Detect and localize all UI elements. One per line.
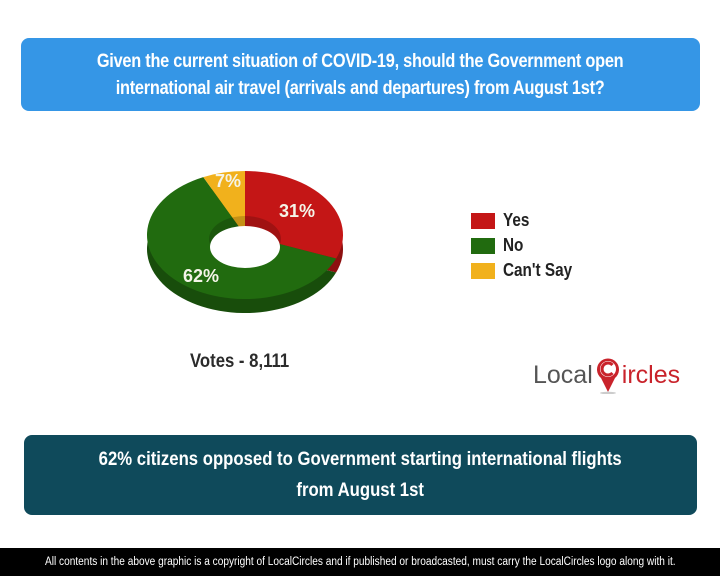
legend-item-no: No xyxy=(471,233,584,258)
slice-label-no: 62% xyxy=(183,266,219,286)
question-line-2: international air travel (arrivals and d… xyxy=(116,77,605,99)
legend-item-yes: Yes xyxy=(471,208,584,233)
copyright-text: All contents in the above graphic is a c… xyxy=(44,556,676,568)
question-banner: Given the current situation of COVID-19,… xyxy=(21,38,700,111)
legend-swatch-yes xyxy=(471,212,495,229)
slice-label-can-t-say: 7% xyxy=(215,171,241,191)
summary-line-2: from August 1st xyxy=(296,480,425,501)
chart-legend: Yes No Can't Say xyxy=(471,208,584,283)
donut-chart: 31% 62% 7% xyxy=(130,160,370,330)
question-line-1: Given the current situation of COVID-19,… xyxy=(97,50,624,72)
summary-banner: 62% citizens opposed to Government start… xyxy=(24,435,697,515)
legend-label-cant-say: Can't Say xyxy=(503,260,573,280)
localcircles-logo: Local ircles xyxy=(533,356,680,394)
summary-text: 62% citizens opposed to Government start… xyxy=(99,444,622,506)
legend-label-yes: Yes xyxy=(503,210,530,230)
logo-text-ircles: ircles xyxy=(621,360,681,389)
donut-chart-svg: 31% 62% 7% xyxy=(147,171,343,313)
copyright-bar: All contents in the above graphic is a c… xyxy=(0,548,720,576)
legend-label-no: No xyxy=(503,235,524,255)
legend-swatch-cant-say xyxy=(471,262,495,279)
votes-count: Votes - 8,111 xyxy=(190,351,290,372)
location-pin-c-icon xyxy=(596,358,619,394)
logo-text-local: Local xyxy=(533,360,593,389)
slice-label-yes: 31% xyxy=(279,201,315,221)
question-text: Given the current situation of COVID-19,… xyxy=(97,48,624,102)
legend-item-cant-say: Can't Say xyxy=(471,258,584,283)
legend-swatch-no xyxy=(471,237,495,254)
summary-line-1: 62% citizens opposed to Government start… xyxy=(98,449,623,470)
